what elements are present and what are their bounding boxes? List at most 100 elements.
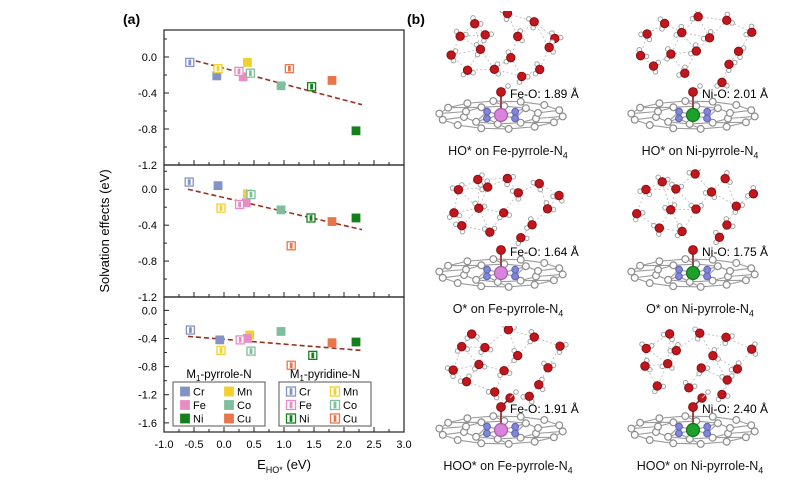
metal-n4-plane [435, 412, 567, 448]
molecule-caption: O* on Ni-pyrrole-N4 [646, 301, 754, 319]
metal-n4-plane [435, 97, 567, 134]
legend-entry-label: Co [237, 400, 251, 412]
legend-title: M1-pyridine-N [290, 369, 360, 383]
water-cluster [635, 11, 757, 90]
y-tick-label: -1.6 [138, 418, 157, 430]
point-Mn-pyrrole [242, 58, 252, 67]
y-tick-label: -1.2 [138, 390, 157, 402]
legend-entry-label: Ni [193, 414, 203, 426]
point-Ni-pyrrole [351, 337, 361, 347]
y-tick-label: -1.2 [138, 160, 157, 172]
panel-b-grid: Fe-O: 1.89 Å HO* on Fe-pyrrole-N4 Ni-O: 2.… [412, 4, 796, 476]
y-tick-label: -0.8 [138, 256, 157, 268]
y-tick-label: -0.4 [138, 333, 157, 345]
adsorbate-oxygen [688, 87, 698, 98]
adsorbate-group [688, 244, 698, 271]
x-tick-label: 3.0 [396, 439, 411, 451]
point-Co-pyridine [246, 189, 256, 200]
molecule-panel-4: Fe-O: 1.91 Å HOO* on Fe-pyrrole-N4 [412, 319, 604, 476]
metal-n4-plane [627, 254, 759, 291]
panel-a-label: (a) [123, 11, 141, 27]
molecule-drawing: Fe-O: 1.89 Å [435, 11, 579, 134]
point-Cu-pyrrole [327, 338, 337, 348]
x-tick-label: 0.5 [246, 439, 261, 451]
legend-entry-label: Co [343, 400, 357, 412]
molecule-drawing: Ni-O: 2.01 Å [627, 11, 768, 134]
adsorbate-oxygen [496, 402, 506, 412]
bond-length-label: Ni-O: 2.40 Å [702, 401, 768, 416]
point-Cr-pyridine [184, 177, 194, 187]
point-Fe-pyridine [234, 66, 244, 77]
molecule-panel-2: Fe-O: 1.64 Å O* on Fe-pyrrole-N4 [412, 161, 604, 318]
metal-n4-plane [627, 412, 759, 448]
legend-title: M1-pyrrole-N [186, 369, 251, 383]
y-tick-label: -0.4 [138, 88, 157, 100]
bond-length-label: Ni-O: 2.01 Å [702, 86, 768, 101]
x-tick-label: -1.0 [155, 439, 174, 451]
x-axis-label: EHO* (eV) [257, 457, 311, 475]
metal-atom [685, 108, 701, 123]
legend-swatch-Cu [329, 413, 341, 424]
water-cluster [446, 11, 564, 86]
point-Co-pyrrole [276, 327, 286, 336]
point-Fe-pyridine [234, 199, 245, 210]
point-Co-pyridine [245, 68, 256, 78]
y-tick-label: -0.8 [138, 362, 157, 374]
y-tick-label: -0.4 [138, 220, 157, 232]
point-Mn-pyridine [213, 64, 223, 74]
legend-swatch-Cu [224, 413, 234, 424]
water-cluster [444, 325, 569, 405]
point-Co-pyrrole [276, 205, 286, 215]
metal-n4-plane [435, 254, 567, 291]
point-Co-pyrrole [276, 81, 286, 91]
legend-entry-label: Fe [193, 400, 206, 412]
adsorbate-oxygen [688, 244, 698, 255]
panel-b-label: (b) [407, 11, 425, 27]
subplot-frame [163, 164, 405, 298]
metal-atom [493, 265, 509, 280]
water-cluster [446, 171, 565, 246]
metal-atom [685, 422, 701, 438]
point-Mn-pyridine [216, 345, 226, 356]
panel-a-chart: 0.0-0.4-0.8-1.20.0-0.4-0.8-1.20.0-0.4-0.… [97, 29, 412, 475]
bond-length-label: Fe-O: 1.91 Å [510, 401, 579, 416]
legend-box [278, 381, 372, 427]
x-tick-label: 2.5 [366, 439, 381, 451]
adsorbate-group [496, 389, 519, 428]
x-tick-label: 0.0 [216, 439, 231, 451]
legend-entry-label: Mn [343, 387, 358, 399]
point-Cr-pyridine [185, 57, 195, 68]
legend-swatch-Fe [285, 399, 297, 411]
bond-length-label: Fe-O: 1.89 Å [510, 86, 579, 101]
molecule-panel-0: Fe-O: 1.89 Å HO* on Fe-pyrrole-N4 [412, 4, 604, 161]
legend-swatch-Cr [180, 386, 190, 397]
molecule-drawing: Fe-O: 1.64 Å [435, 171, 579, 291]
metal-n4-plane [627, 97, 759, 134]
molecule-drawing: Fe-O: 1.91 Å [435, 325, 579, 448]
x-tick-label: 2.0 [336, 439, 351, 451]
point-Cr-pyrrole [215, 335, 225, 345]
legend-box [172, 381, 266, 427]
metal-atom [493, 108, 509, 123]
point-Mn-pyridine [216, 203, 226, 213]
metal-atom [493, 422, 509, 438]
point-Ni-pyrrole [351, 213, 361, 223]
legend-swatch-Cr [285, 386, 297, 397]
legend-group-0: M1-pyrrole-N Cr Mn Fe Co Ni Cu [172, 369, 266, 427]
adsorbate-oxygen [496, 87, 506, 98]
point-Co-pyridine [246, 346, 256, 356]
trend-line [187, 58, 363, 106]
adsorbate-group [496, 83, 511, 114]
point-Ni-pyrrole [351, 126, 361, 136]
molecule-panel-5: Ni-O: 2.40 Å HOO* on Ni-pyrrole-N4 [604, 319, 796, 476]
point-Cu-pyrrole [327, 217, 337, 226]
adsorbate-group [688, 389, 711, 428]
molecule-caption: O* on Fe-pyrrole-N4 [452, 301, 564, 319]
legend-swatch-Mn [329, 386, 341, 397]
y-tick-label: -1.2 [138, 292, 157, 304]
point-Fe-pyridine [235, 335, 245, 345]
molecule-drawing: Ni-O: 2.40 Å [627, 326, 768, 448]
x-tick-label: 1.5 [306, 439, 321, 451]
molecule-panel-3: Ni-O: 1.75 Å O* on Ni-pyrrole-N4 [604, 161, 796, 318]
